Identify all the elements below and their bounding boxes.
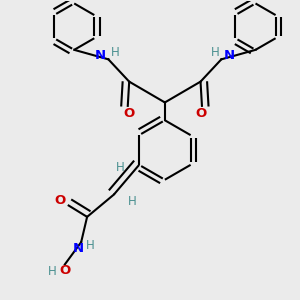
Text: H: H xyxy=(86,239,95,252)
Text: H: H xyxy=(116,161,124,174)
Text: H: H xyxy=(128,195,137,208)
Text: O: O xyxy=(124,107,135,120)
Text: O: O xyxy=(195,107,206,120)
Text: N: N xyxy=(73,242,84,255)
Text: O: O xyxy=(55,194,66,207)
Text: N: N xyxy=(224,49,235,62)
Text: H: H xyxy=(210,46,219,59)
Text: O: O xyxy=(60,265,71,278)
Text: H: H xyxy=(48,266,57,278)
Text: N: N xyxy=(94,49,106,62)
Text: H: H xyxy=(111,46,119,59)
